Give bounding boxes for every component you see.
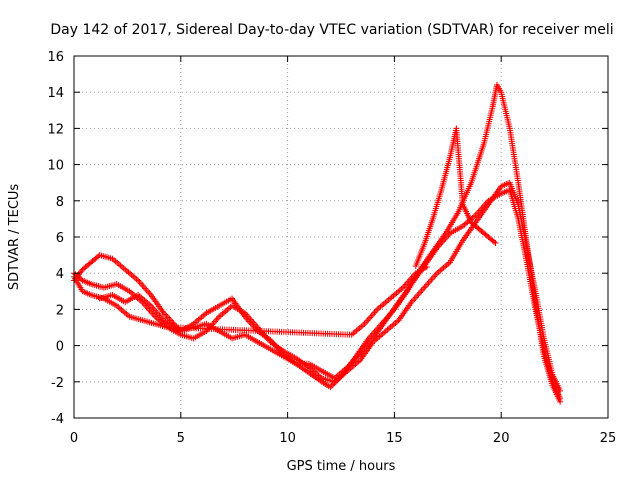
y-tick-label: -4	[51, 412, 64, 427]
y-tick-label: 8	[56, 195, 64, 210]
data-points	[71, 81, 564, 405]
x-tick-label: 20	[493, 431, 510, 446]
x-axis-ticks: 0 5 10 15 20 25	[70, 56, 616, 446]
y-tick-label: 12	[47, 122, 64, 137]
x-tick-label: 25	[600, 431, 617, 446]
chart-title: Day 142 of 2017, Sidereal Day-to-day VTE…	[50, 22, 613, 38]
x-axis-label: GPS time / hours	[287, 459, 396, 474]
series-track-a	[71, 81, 564, 405]
y-tick-label: 2	[56, 303, 64, 318]
data-point	[163, 313, 170, 320]
y-tick-label: 14	[47, 86, 64, 101]
grid-lines	[74, 56, 608, 418]
y-tick-label: 0	[56, 340, 64, 355]
data-point	[327, 384, 334, 391]
x-tick-label: 0	[70, 431, 78, 446]
series-track-b	[71, 179, 564, 394]
series-track-c	[71, 186, 564, 402]
x-tick-label: 15	[386, 431, 403, 446]
data-point	[557, 395, 564, 402]
y-tick-label: -2	[51, 376, 64, 391]
y-axis-ticks: -4 -2 0 2 4 6 8 10 12 14 16	[47, 50, 608, 427]
y-tick-label: 10	[47, 159, 64, 174]
data-point	[328, 382, 335, 389]
y-tick-label: 16	[47, 50, 64, 65]
data-point	[78, 276, 85, 283]
data-point	[491, 238, 498, 245]
data-point	[423, 263, 430, 270]
data-point	[95, 253, 102, 260]
y-tick-label: 4	[56, 267, 64, 282]
series-track-d	[412, 125, 499, 269]
series-track-e	[96, 263, 430, 338]
x-tick-label: 10	[279, 431, 296, 446]
y-tick-label: 6	[56, 231, 64, 246]
data-point	[492, 240, 499, 247]
x-tick-label: 5	[177, 431, 185, 446]
y-axis-label: SDTVAR / TECUs	[7, 184, 22, 291]
